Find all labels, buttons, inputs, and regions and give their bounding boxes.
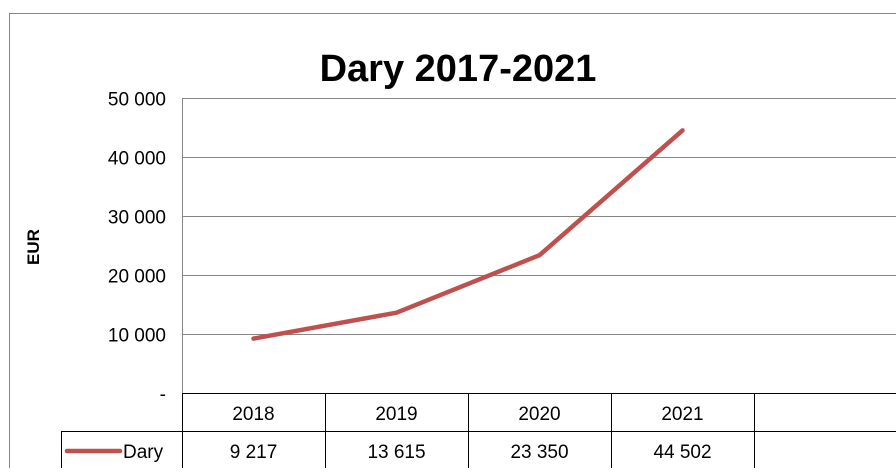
x-category-label: 2018 (232, 404, 274, 425)
table-value-cell: 23 350 (510, 442, 568, 463)
y-axis-label: EUR (24, 229, 43, 265)
chart-title: Dary 2017-2021 (320, 48, 597, 90)
legend-series-name: Dary (123, 442, 164, 463)
table-value-cell: 9 217 (230, 442, 278, 463)
y-tick-label: - (160, 385, 166, 406)
y-tick-label: 50 000 (108, 90, 166, 111)
table-value-cell: 13 615 (367, 442, 425, 463)
y-tick-label: 20 000 (108, 267, 166, 288)
x-category-label: 2019 (375, 404, 417, 425)
x-category-label: 2020 (518, 404, 560, 425)
table-value-cell: 44 502 (653, 442, 711, 463)
x-category-label: 2021 (661, 404, 703, 425)
y-tick-label: 10 000 (108, 326, 166, 347)
y-tick-label: 30 000 (108, 208, 166, 229)
y-tick-label: 40 000 (108, 149, 166, 170)
